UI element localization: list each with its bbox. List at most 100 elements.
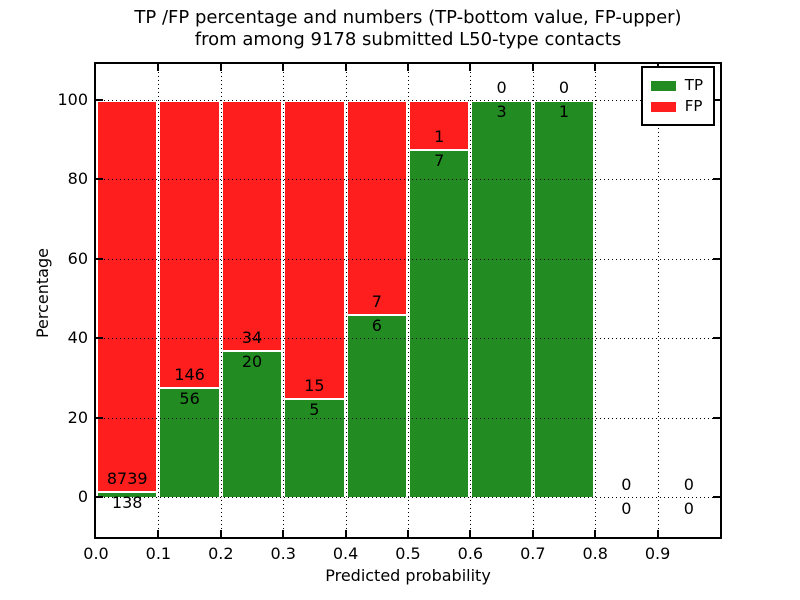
grid-line-x-0.6 xyxy=(470,64,472,537)
fp-count-label-0: 8739 xyxy=(106,468,148,488)
y-tickmark-left-100 xyxy=(96,98,103,101)
y-tick-label-80: 80 xyxy=(67,169,88,189)
grid-line-x-0.3 xyxy=(283,64,285,537)
x-tickmark-bottom-0.3 xyxy=(282,530,285,537)
plot-area: TP FP 8739 138 146 56 34 20 15 5 7 6 1 7 0 3 0 1 0 0 0 0 xyxy=(94,62,722,539)
fp-count-label-7: 0 xyxy=(558,77,570,97)
grid-line-x-0.2 xyxy=(220,64,222,537)
fp-count-label-5: 1 xyxy=(434,127,445,147)
chart-title-line1: TP /FP percentage and numbers (TP-bottom… xyxy=(134,7,682,28)
grid-line-x-0.8 xyxy=(595,64,597,537)
bar-fp-1 xyxy=(158,99,221,388)
tp-count-label-5: 7 xyxy=(434,151,445,171)
x-tickmark-top-0.4 xyxy=(344,64,347,71)
x-tickmark-bottom-0.1 xyxy=(157,530,160,537)
tp-count-label-2: 20 xyxy=(241,352,263,372)
tp-count-label-8: 0 xyxy=(621,499,632,519)
y-tickmark-right-80 xyxy=(713,178,720,181)
tp-count-label-9: 0 xyxy=(683,499,694,519)
bar-tp-2 xyxy=(220,350,284,498)
legend-label-fp: FP xyxy=(684,97,703,115)
x-tickmark-bottom-0.2 xyxy=(219,530,222,537)
grid-line-x-0.4 xyxy=(345,64,347,537)
y-tick-label-20: 20 xyxy=(67,407,88,427)
y-tickmark-left-60 xyxy=(96,257,103,260)
x-tick-label-0.2: 0.2 xyxy=(208,544,234,563)
fp-count-label-9: 0 xyxy=(683,475,694,495)
bar-tp-4 xyxy=(345,313,408,498)
x-tick-label-0.5: 0.5 xyxy=(395,544,421,563)
bar-tp-1 xyxy=(158,387,221,498)
bar-tp-3 xyxy=(283,397,346,498)
x-tickmark-bottom-0.7 xyxy=(531,530,534,537)
fp-count-label-3: 15 xyxy=(304,375,325,395)
y-tick-label-40: 40 xyxy=(67,328,88,348)
chart-title: TP /FP percentage and numbers (TP-bottom… xyxy=(96,7,720,51)
y-tickmark-right-100 xyxy=(713,98,720,101)
y-tickmark-left-20 xyxy=(96,416,103,419)
y-tickmark-right-40 xyxy=(713,337,720,340)
grid-line-x-0.5 xyxy=(408,64,409,537)
x-tickmark-bottom-0.5 xyxy=(407,530,409,537)
tp-count-label-4: 6 xyxy=(371,315,382,335)
grid-line-x-0.9 xyxy=(657,64,659,537)
tp-count-label-1: 56 xyxy=(179,389,200,409)
x-tickmark-top-0.1 xyxy=(157,64,160,71)
y-tickmark-left-40 xyxy=(96,337,103,340)
x-tickmark-top-0.7 xyxy=(531,64,534,71)
legend-swatch-tp-icon xyxy=(650,80,676,91)
x-tick-label-0.1: 0.1 xyxy=(145,544,172,563)
fp-count-label-2: 34 xyxy=(241,328,263,348)
y-tickmark-right-60 xyxy=(713,257,720,260)
grid-line-x-0.1 xyxy=(158,64,160,537)
x-tick-label-0.6: 0.6 xyxy=(457,544,484,563)
x-tickmark-bottom-0.6 xyxy=(469,530,472,537)
legend-entry-fp: FP xyxy=(650,97,703,116)
x-tickmark-bottom-0.9 xyxy=(656,530,659,537)
x-tickmark-top-0.3 xyxy=(282,64,285,71)
bar-tp-6 xyxy=(470,99,533,498)
fp-count-label-6: 0 xyxy=(496,77,507,97)
chart-title-line2: from among 9178 submitted L50-type conta… xyxy=(194,29,622,50)
x-tick-label-0.7: 0.7 xyxy=(520,544,546,563)
y-tick-label-0: 0 xyxy=(77,487,88,507)
x-tick-label-0.0: 0.0 xyxy=(83,544,109,563)
x-tickmark-top-0.6 xyxy=(469,64,472,71)
fp-count-label-8: 0 xyxy=(621,475,632,495)
bar-fp-4 xyxy=(345,99,408,314)
y-tickmark-right-20 xyxy=(713,416,720,419)
x-tick-label-0.9: 0.9 xyxy=(644,544,671,563)
x-tick-label-0.3: 0.3 xyxy=(270,544,296,563)
y-tickmark-right-0 xyxy=(713,496,720,499)
fp-count-label-4: 7 xyxy=(371,291,382,311)
tp-count-label-6: 3 xyxy=(496,101,507,121)
fp-count-label-1: 146 xyxy=(174,365,205,385)
tp-count-label-3: 5 xyxy=(309,399,320,419)
grid-line-x-0.7 xyxy=(532,64,534,537)
legend-swatch-fp-icon xyxy=(650,101,676,112)
legend-entry-tp: TP xyxy=(650,76,703,95)
tp-count-label-7: 1 xyxy=(558,101,570,121)
x-tickmark-top-0.2 xyxy=(219,64,222,71)
y-tickmark-left-80 xyxy=(96,178,103,181)
tp-count-label-0: 138 xyxy=(111,492,143,512)
x-tick-label-0.4: 0.4 xyxy=(332,544,359,563)
bar-fp-3 xyxy=(283,99,346,398)
x-tickmark-bottom-0.4 xyxy=(344,530,347,537)
bar-fp-0 xyxy=(96,99,159,491)
bar-tp-0 xyxy=(96,490,159,498)
x-axis-label: Predicted probability xyxy=(325,566,491,585)
bar-tp-7 xyxy=(532,99,596,498)
y-tick-label-60: 60 xyxy=(67,248,88,268)
y-tick-label-100: 100 xyxy=(57,89,88,109)
x-tickmark-top-0.5 xyxy=(407,64,409,71)
legend: TP FP xyxy=(640,66,715,126)
x-tickmark-bottom-0.8 xyxy=(594,530,597,537)
x-tickmark-top-0.8 xyxy=(594,64,597,71)
bar-tp-5 xyxy=(408,149,471,498)
legend-label-tp: TP xyxy=(684,76,703,94)
x-tick-label-0.8: 0.8 xyxy=(582,544,608,563)
y-tickmark-left-0 xyxy=(96,496,103,499)
bar-fp-2 xyxy=(220,99,284,351)
